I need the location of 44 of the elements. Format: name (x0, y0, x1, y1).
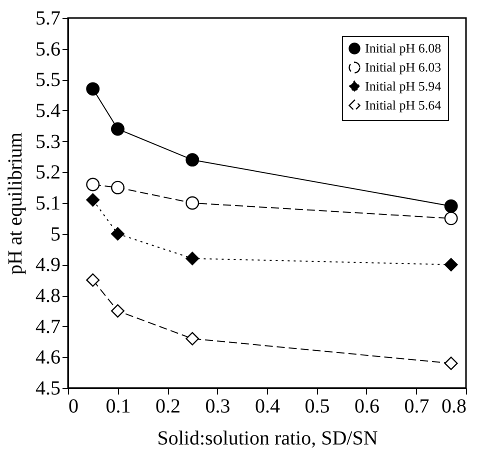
y-axis-title: pH at equilibrium (4, 132, 26, 275)
point (186, 196, 200, 210)
point (86, 178, 100, 192)
y-tick-label: 5.3 (36, 130, 60, 153)
x-tick-label: 0.7 (404, 396, 430, 418)
point (111, 122, 124, 136)
y-tick-label: 4.5 (36, 378, 60, 400)
x-tick-label: 0.6 (354, 396, 380, 418)
point (111, 227, 124, 241)
x-tick-label: 0.4 (255, 396, 280, 418)
legend-label: Initial pH 5.64 (365, 98, 442, 112)
legend-label: Initial pH 6.08 (365, 40, 442, 56)
x-axis-title: Solid:solution ratio, SD/SN (157, 428, 378, 450)
x-tick-label: 0.2 (156, 396, 180, 418)
y-tick-label: 5.4 (36, 100, 60, 122)
y-tick-label: 4.8 (36, 285, 60, 307)
y-tick-label: 5 (50, 223, 60, 246)
point (186, 332, 200, 346)
x-tick-label: 0.5 (304, 396, 330, 418)
point (444, 356, 458, 370)
y-tick-label: 4.6 (36, 346, 60, 369)
y-tick-label: 5.5 (36, 69, 60, 92)
y-tick-label: 5.2 (36, 162, 60, 184)
point (444, 199, 458, 213)
x-tick-label: 0.8 (442, 396, 466, 418)
point (444, 258, 458, 272)
point (111, 304, 124, 318)
point (111, 180, 124, 194)
legend-label: Initial pH 5.94 (365, 78, 442, 94)
point (444, 212, 458, 226)
y-tick-label: 5.7 (36, 8, 60, 30)
y-tick-label: 5.6 (36, 38, 60, 60)
point (86, 82, 100, 96)
x-tick-label: 0 (68, 396, 78, 418)
point (186, 252, 200, 266)
legend-label: Initial pH 6.03 (365, 60, 442, 74)
point (86, 273, 100, 287)
y-tick-label: 5.1 (36, 192, 60, 214)
point (86, 193, 100, 207)
y-tick-label: 4.9 (36, 254, 60, 276)
point (186, 153, 200, 167)
x-tick-label: 0.3 (205, 396, 230, 418)
x-tick-label: 0.1 (106, 396, 131, 418)
y-tick-label: 4.7 (36, 316, 60, 338)
